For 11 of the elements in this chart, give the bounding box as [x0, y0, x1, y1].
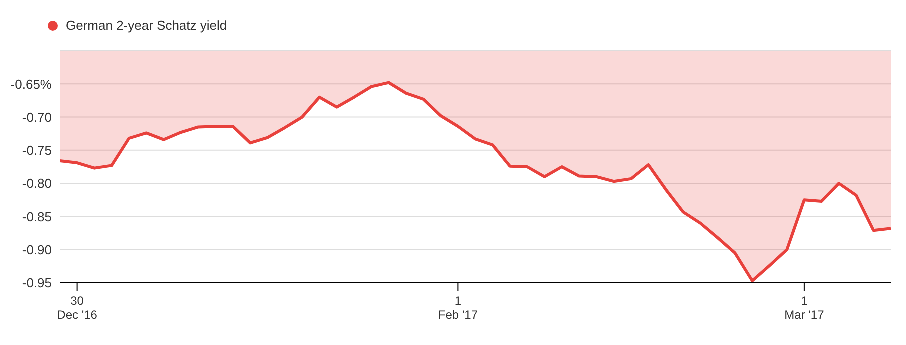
y-tick-label: -0.90 [22, 242, 52, 258]
y-tick-label: -0.95 [22, 276, 52, 291]
y-tick-label: -0.80 [22, 176, 52, 192]
y-tick-label: -0.65% [10, 76, 52, 92]
x-tick-label: 1 Mar '17 [784, 294, 825, 322]
y-tick-label: -0.85 [22, 209, 52, 224]
x-tick-label: 1 Feb '17 [438, 294, 478, 322]
y-tick-label: -0.75 [22, 143, 52, 158]
legend-label: German 2-year Schatz yield [65, 18, 228, 33]
x-tick-label: 30 Dec '16 [57, 294, 98, 322]
y-tick-label: -0.70 [22, 110, 52, 125]
